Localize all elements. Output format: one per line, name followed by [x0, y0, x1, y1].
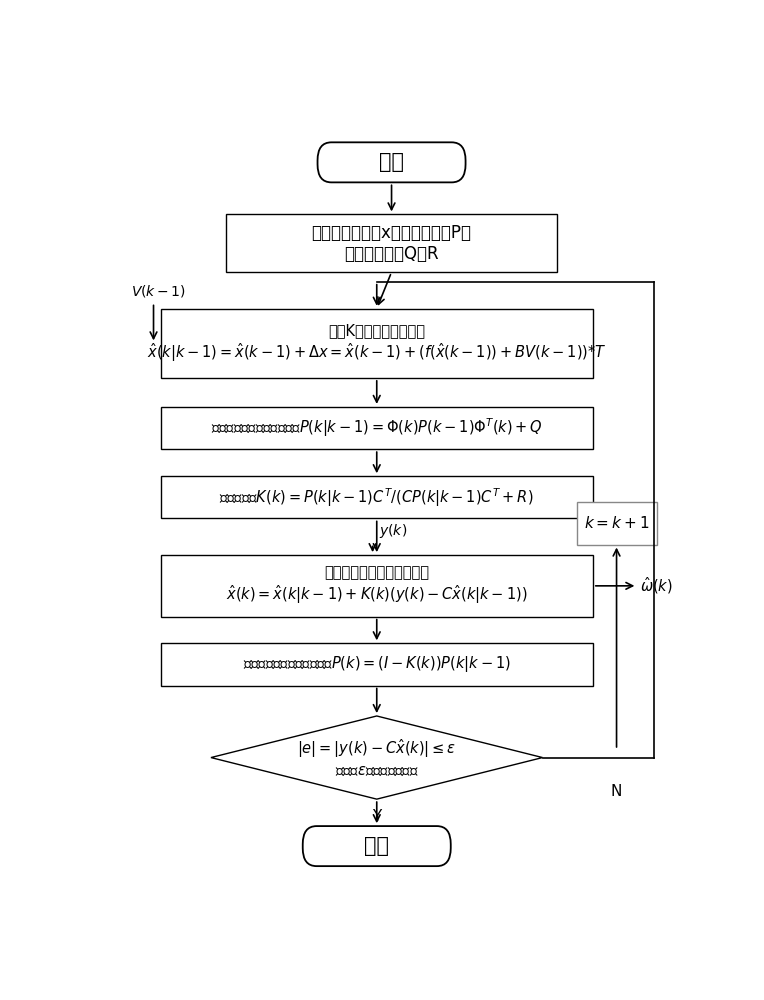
- Text: 更新修正后验状态估计值：
$\hat{x}(k)=\hat{x}(k|k-1)+K(k)(y(k)-C\hat{x}(k|k-1))$: 更新修正后验状态估计值： $\hat{x}(k)=\hat{x}(k|k-1)+…: [226, 565, 527, 606]
- Text: $k=k+1$: $k=k+1$: [584, 515, 649, 531]
- Text: 初始化状态变量x，协方差矩阵P，
噪声方差矩阵Q、R: 初始化状态变量x，协方差矩阵P， 噪声方差矩阵Q、R: [312, 224, 471, 263]
- FancyBboxPatch shape: [303, 826, 451, 866]
- Text: Y: Y: [372, 809, 381, 824]
- FancyBboxPatch shape: [160, 643, 593, 686]
- Text: 预测K时刻先验估计值：
$\hat{x}(k|k-1)=\hat{x}(k-1)+\Delta x=\hat{x}(k-1)+(f(\hat{x}(k-1))+: 预测K时刻先验估计值： $\hat{x}(k|k-1)=\hat{x}(k-1)…: [147, 323, 607, 364]
- Polygon shape: [211, 716, 542, 799]
- Text: 滤波增益：$K(k)=P(k|k-1)C^T/(CP(k|k-1)C^T+R)$: 滤波增益：$K(k)=P(k|k-1)C^T/(CP(k|k-1)C^T+R)$: [219, 486, 534, 509]
- Text: 结束: 结束: [364, 836, 389, 856]
- FancyBboxPatch shape: [160, 555, 593, 617]
- Text: $|e|=|y(k)-C\hat{x}(k)|\leq\varepsilon$
其中，$\varepsilon$为一很小的正数: $|e|=|y(k)-C\hat{x}(k)|\leq\varepsilon$ …: [297, 737, 456, 778]
- FancyBboxPatch shape: [160, 309, 593, 378]
- FancyBboxPatch shape: [160, 476, 593, 518]
- Text: $y(k)$: $y(k)$: [378, 522, 406, 540]
- FancyBboxPatch shape: [318, 142, 465, 182]
- Text: $\hat{\omega}(k)$: $\hat{\omega}(k)$: [640, 575, 673, 596]
- Text: 预测先验估计的方差矩阵：$P(k|k-1)=\Phi(k)P(k-1)\Phi^T(k)+Q$: 预测先验估计的方差矩阵：$P(k|k-1)=\Phi(k)P(k-1)\Phi^…: [211, 417, 542, 439]
- FancyBboxPatch shape: [577, 502, 656, 545]
- FancyBboxPatch shape: [160, 407, 593, 449]
- FancyBboxPatch shape: [226, 214, 558, 272]
- Text: 开始: 开始: [379, 152, 404, 172]
- Text: 更新后验估计协方差矩阵：$P(k)=(I-K(k))P(k|k-1)$: 更新后验估计协方差矩阵：$P(k)=(I-K(k))P(k|k-1)$: [243, 654, 510, 674]
- Text: N: N: [611, 784, 622, 799]
- Text: $V(k-1)$: $V(k-1)$: [131, 283, 186, 299]
